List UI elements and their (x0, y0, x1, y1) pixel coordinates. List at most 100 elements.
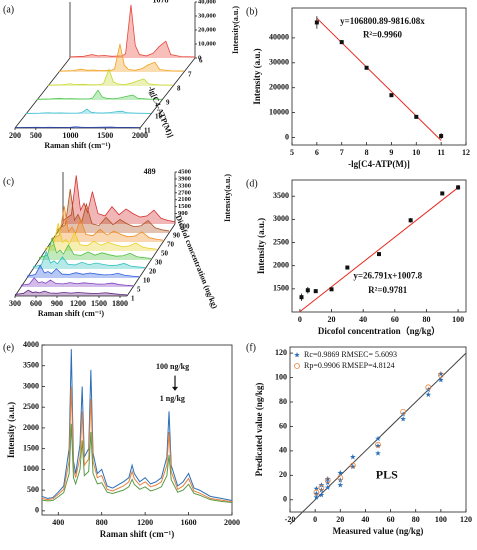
point (324, 476, 331, 482)
y-tick-label: 2500 (23, 402, 39, 411)
y-tick-label: 4500 (178, 168, 191, 175)
x-axis-title: Raman shift (cm⁻¹) (100, 529, 174, 539)
x-tick-label: 0 (298, 315, 302, 324)
x-tick-label: 11 (437, 148, 445, 157)
point (375, 435, 381, 442)
plot-frame (289, 346, 467, 513)
depth-tick-label: 5 (137, 286, 141, 294)
x-tick-label: 1000 (63, 131, 79, 140)
y-tick-label: 40000 (269, 33, 289, 42)
point (345, 265, 350, 270)
annotation: 489 (144, 167, 156, 176)
x-tick-label: 900 (51, 299, 63, 308)
depth-axis (139, 57, 196, 129)
spectrum (56, 189, 170, 232)
x-tick-label: 600 (30, 299, 42, 308)
x-tick-label: 100 (435, 515, 447, 524)
depth-axis (126, 223, 176, 297)
y-tick-label: 0 (35, 506, 39, 515)
point (337, 482, 344, 488)
y-axis-title: Intensity (a.u.) (252, 48, 262, 104)
x-tick-label: 80 (422, 315, 430, 324)
point (375, 441, 381, 448)
point (438, 370, 444, 377)
point (389, 93, 394, 98)
depth-tick-label: 20 (149, 268, 157, 276)
y-tick-label: 900 (178, 210, 188, 217)
x-tick-label: 80 (412, 515, 420, 524)
y-tick-label: 10000 (269, 107, 289, 116)
point (375, 450, 381, 456)
annotation: 1078 (153, 0, 169, 5)
x-tick-label: 7 (340, 148, 344, 157)
x-tick-label: 12 (462, 148, 470, 157)
point (294, 352, 300, 358)
panel-label: (c) (3, 176, 14, 187)
point (438, 377, 444, 383)
y-tick-label: 40,000 (198, 0, 216, 5)
depth-tick-label: 6 (199, 57, 203, 65)
depth-tick-label: 90 (173, 232, 181, 240)
point (440, 191, 445, 196)
y-tick-label: 1000 (23, 464, 39, 473)
x-axis-title: Dicofol concentration（ng/kg） (318, 326, 440, 336)
spectrum (58, 43, 185, 72)
y-tick-label: 2000 (273, 261, 289, 270)
y-tick-label: 3900 (178, 175, 191, 182)
annotation: R²=0.9960 (363, 29, 403, 39)
x-tick-label: 300 (9, 299, 21, 308)
x-tick-label: 60 (391, 315, 399, 324)
point (408, 218, 413, 223)
spectrum-fill (51, 206, 163, 242)
x-tick-label: 1200 (70, 299, 86, 308)
point (313, 485, 320, 492)
depth-tick-label: 7 (188, 71, 192, 79)
y-tick-label: 120 (275, 348, 287, 357)
annotation: y=106800.89-9816.08x (340, 16, 425, 26)
spectrum (41, 386, 233, 503)
depth-tick-label: 8 (177, 85, 181, 93)
point (314, 20, 319, 25)
x-tick-label: 1500 (91, 299, 107, 308)
annotation: y=26.791x+1007.8 (353, 270, 422, 280)
depth-axis (14, 57, 71, 129)
depth-tick-label: 1 (131, 295, 135, 303)
y-axis-title: Intensity(a.u.) (231, 6, 240, 54)
point (294, 363, 300, 369)
depth-tick-label: 11 (144, 127, 151, 135)
point (350, 463, 356, 470)
spectrum (20, 277, 134, 287)
depth-axis (14, 223, 64, 297)
spectrum-fill (33, 251, 145, 269)
point (324, 484, 331, 490)
depth-tick-label: 50 (161, 250, 169, 258)
point (329, 287, 334, 292)
x-tick-label: 2000 (224, 518, 240, 527)
x-tick-label: 6 (315, 148, 319, 157)
x-axis-title: Measured value (ng/kg) (333, 526, 424, 536)
plot-frame (291, 7, 467, 146)
annotation: PLS (376, 467, 398, 481)
y-tick-label: 20000 (269, 83, 289, 92)
y-tick-label: 40 (279, 446, 287, 455)
point (313, 494, 320, 500)
fit-line (316, 17, 442, 141)
x-tick-label: 20 (336, 515, 344, 524)
spectrum (41, 423, 233, 504)
spectrum-fill (26, 109, 151, 114)
spectrum-fill (63, 175, 175, 224)
y-tick-label: 500 (27, 485, 39, 494)
y-tick-label: 1500 (178, 203, 191, 210)
point (318, 491, 325, 498)
y-tick-label: 1500 (23, 443, 39, 452)
depth-tick-label: 70 (167, 241, 175, 249)
x-axis-title: Raman shift (cm⁻¹) (44, 141, 111, 150)
y-tick-label: 30,000 (198, 12, 216, 19)
spectrum (69, 4, 196, 58)
spectrum (36, 89, 163, 100)
point (364, 65, 369, 70)
x-tick-label: 5 (290, 148, 294, 157)
x-tick-label: 1200 (137, 518, 153, 527)
point (350, 454, 356, 460)
